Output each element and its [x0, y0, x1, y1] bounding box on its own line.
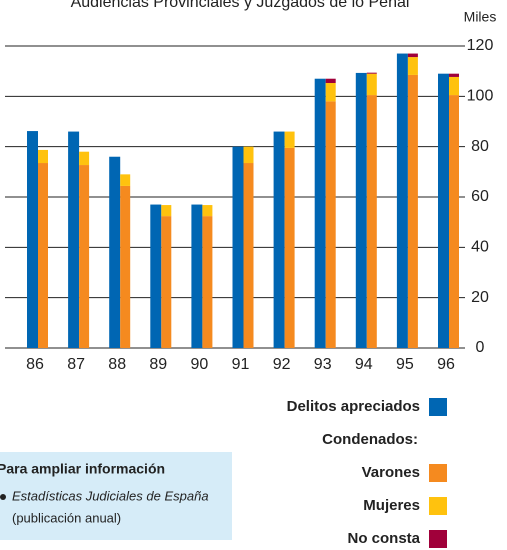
info-title: Para ampliar información [0, 461, 165, 477]
chart-title: Audiencias Provinciales y Juzgados de lo… [71, 0, 410, 11]
bar [27, 131, 38, 348]
bar-segment [325, 101, 336, 348]
bar-segment [449, 95, 459, 348]
legend-label: Delitos apreciados [287, 398, 420, 415]
bar-segment [407, 74, 418, 349]
x-tick-label: 94 [355, 356, 373, 373]
bar-segment [407, 57, 418, 75]
legend-group-label: Condenados: [322, 431, 418, 448]
bar-segment [449, 76, 459, 96]
bar [232, 146, 244, 348]
bar-segment [366, 73, 377, 96]
x-tick-label: 92 [273, 356, 291, 373]
bar-segment [202, 216, 213, 348]
info-box [0, 452, 232, 540]
bar-segment [120, 174, 131, 186]
x-tick-label: 96 [437, 356, 455, 373]
bar-segment [38, 163, 48, 348]
y-tick-label: 120 [467, 37, 494, 54]
legend-swatch [429, 497, 447, 515]
bar-segment [202, 205, 213, 217]
x-tick-label: 89 [149, 356, 167, 373]
bar-segment [243, 163, 254, 348]
bar-segment [79, 165, 90, 348]
bar-segment [366, 95, 377, 348]
x-tick-label: 86 [26, 356, 44, 373]
legend-swatch [429, 464, 447, 482]
bar [150, 204, 162, 348]
bar-segment [449, 73, 459, 77]
x-tick-label: 90 [191, 356, 209, 373]
legend-label: Mujeres [363, 497, 420, 514]
x-tick-label: 88 [108, 356, 126, 373]
bar [109, 156, 121, 348]
x-tick-label: 91 [232, 356, 250, 373]
bar-segment [366, 72, 377, 74]
y-axis-label: Miles [464, 9, 497, 25]
x-tick-label: 87 [67, 356, 85, 373]
x-tick-label: 93 [314, 356, 332, 373]
bar-segment [161, 216, 172, 348]
bar [438, 73, 449, 348]
bar [273, 131, 285, 348]
bar-segment [120, 185, 131, 348]
bar-segment [243, 146, 254, 164]
bar-segment [38, 149, 48, 164]
bar-segment [325, 78, 336, 83]
bar [355, 72, 367, 348]
bar-segment [79, 151, 90, 166]
legend-label: Varones [362, 464, 420, 481]
info-bullet [0, 494, 6, 500]
bar-segment [161, 205, 172, 217]
y-tick-label: 100 [467, 88, 494, 105]
bar-segment [284, 147, 295, 348]
bar [314, 78, 326, 348]
bar-segment [325, 82, 336, 102]
x-tick-label: 95 [396, 356, 414, 373]
legend-label: No consta [347, 530, 420, 547]
bar [191, 204, 203, 348]
y-tick-label: 0 [476, 339, 485, 356]
legend-swatch [429, 530, 447, 548]
info-item: Estadísticas Judiciales de España [12, 488, 209, 503]
y-tick-label: 40 [471, 239, 489, 256]
bar-segment [407, 53, 418, 58]
y-tick-label: 80 [471, 138, 489, 155]
bar [68, 131, 80, 348]
bar-segment [284, 131, 295, 148]
legend-swatch [429, 398, 447, 416]
info-item-note: (publicación anual) [12, 510, 121, 525]
y-tick-label: 60 [471, 188, 489, 205]
y-tick-label: 20 [471, 289, 489, 306]
bar [396, 53, 408, 349]
